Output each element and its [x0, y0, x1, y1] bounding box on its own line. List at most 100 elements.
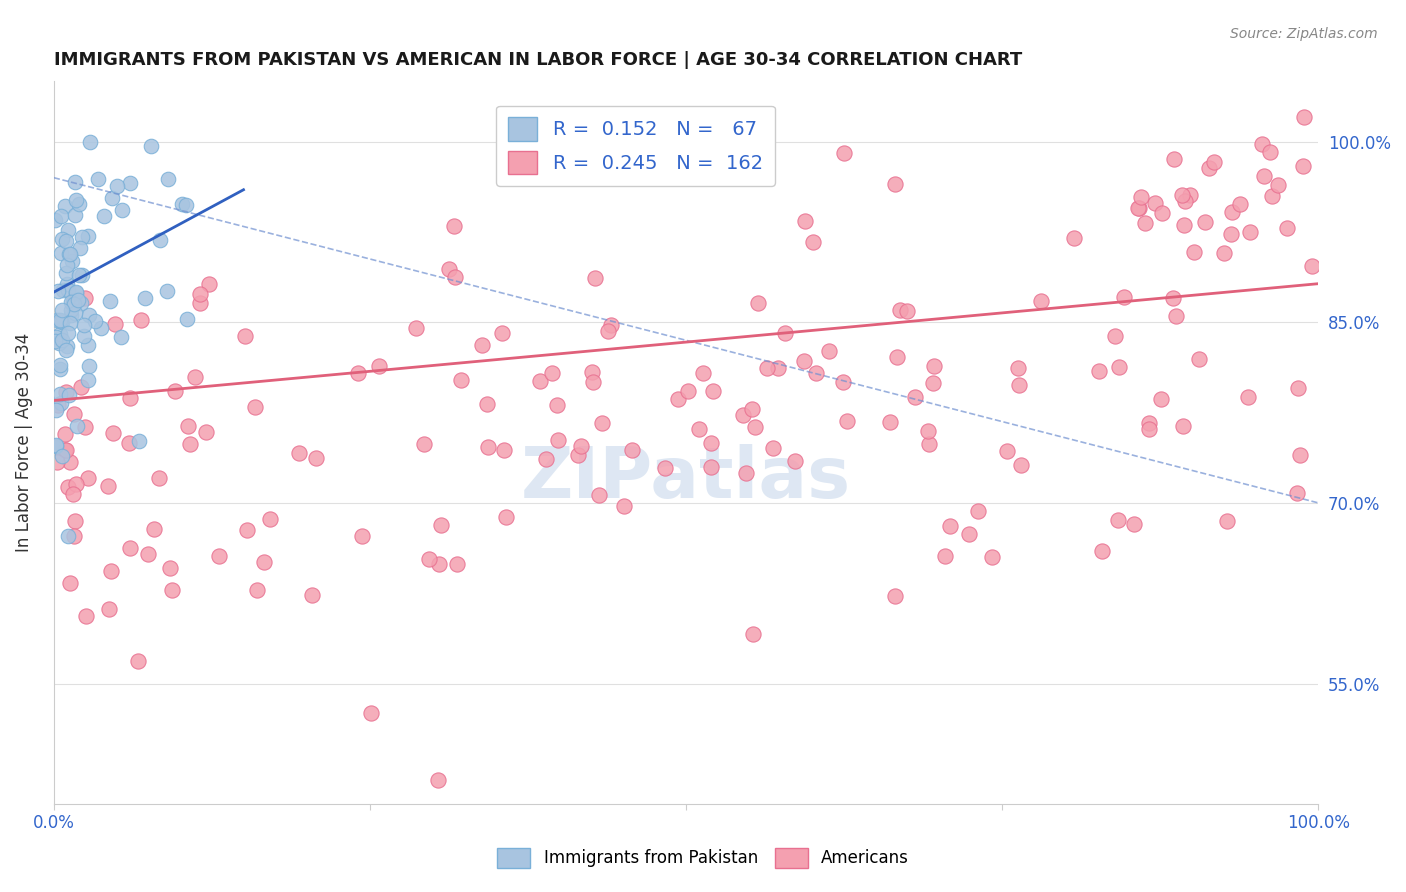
- Point: [1229, 197, 1251, 211]
- Point: [79, 135, 101, 149]
- Point: [129, 313, 152, 327]
- Point: [246, 583, 269, 598]
- Point: [59, 295, 82, 310]
- Point: [939, 519, 962, 533]
- Point: [735, 466, 758, 480]
- Point: [170, 196, 193, 211]
- Point: [49, 326, 72, 341]
- Point: [917, 424, 939, 438]
- Point: [471, 338, 494, 352]
- Point: [896, 304, 918, 318]
- Point: [1182, 244, 1205, 259]
- Point: [236, 523, 259, 537]
- Point: [56, 259, 79, 273]
- Point: [44, 440, 66, 454]
- Point: [48, 398, 70, 412]
- Point: [52, 283, 75, 297]
- Point: [51, 232, 73, 246]
- Point: [176, 311, 198, 326]
- Point: [1133, 216, 1156, 230]
- Point: [427, 557, 450, 571]
- Point: [1215, 514, 1237, 528]
- Point: [77, 373, 100, 387]
- Point: [654, 461, 676, 475]
- Point: [591, 416, 613, 430]
- Point: [534, 451, 557, 466]
- Point: [51, 396, 73, 410]
- Point: [1063, 231, 1085, 245]
- Point: [700, 460, 723, 475]
- Point: [48, 387, 70, 401]
- Point: [259, 512, 281, 526]
- Point: [55, 426, 77, 441]
- Point: [405, 321, 427, 335]
- Point: [1286, 485, 1309, 500]
- Point: [49, 210, 72, 224]
- Point: [1180, 188, 1202, 202]
- Point: [63, 407, 86, 421]
- Point: [56, 223, 79, 237]
- Point: [1173, 419, 1195, 434]
- Point: [1137, 416, 1160, 430]
- Point: [127, 654, 149, 668]
- Point: [495, 510, 517, 524]
- Point: [56, 277, 79, 291]
- Point: [176, 198, 198, 212]
- Point: [55, 385, 77, 400]
- Point: [1137, 422, 1160, 436]
- Point: [128, 434, 150, 449]
- Point: [1173, 219, 1195, 233]
- Point: [1220, 204, 1243, 219]
- Point: [86, 172, 108, 186]
- Point: [63, 306, 86, 320]
- Point: [110, 203, 132, 218]
- Point: [65, 208, 87, 222]
- Point: [301, 588, 323, 602]
- Point: [65, 285, 87, 300]
- Point: [253, 556, 276, 570]
- Point: [77, 471, 100, 485]
- Point: [45, 438, 67, 452]
- Point: [75, 419, 97, 434]
- Point: [55, 343, 77, 357]
- Point: [1166, 309, 1188, 323]
- Point: [51, 333, 73, 347]
- Point: [67, 197, 90, 211]
- Point: [1128, 201, 1150, 215]
- Point: [477, 397, 499, 411]
- Point: [56, 480, 79, 494]
- Point: [118, 436, 141, 450]
- Point: [1150, 205, 1173, 219]
- Point: [51, 450, 73, 464]
- Point: [120, 176, 142, 190]
- Point: [160, 583, 183, 598]
- Point: [59, 303, 82, 318]
- Point: [585, 271, 607, 285]
- Point: [1171, 188, 1194, 202]
- Point: [48, 336, 70, 351]
- Point: [744, 419, 766, 434]
- Point: [45, 329, 67, 343]
- Point: [159, 561, 181, 575]
- Point: [794, 213, 817, 227]
- Point: [70, 295, 93, 310]
- Point: [775, 326, 797, 341]
- Point: [1163, 152, 1185, 166]
- Point: [77, 308, 100, 322]
- Point: [541, 367, 564, 381]
- Point: [1267, 178, 1289, 193]
- Point: [179, 437, 201, 451]
- Point: [62, 293, 84, 308]
- Point: [883, 177, 905, 191]
- Point: [65, 477, 87, 491]
- Point: [1204, 155, 1226, 169]
- Point: [1292, 111, 1315, 125]
- Point: [596, 324, 619, 338]
- Point: [430, 517, 453, 532]
- Point: [70, 268, 93, 282]
- Point: [547, 433, 569, 447]
- Point: [177, 419, 200, 434]
- Point: [59, 247, 82, 261]
- Point: [1007, 361, 1029, 376]
- Point: [60, 253, 83, 268]
